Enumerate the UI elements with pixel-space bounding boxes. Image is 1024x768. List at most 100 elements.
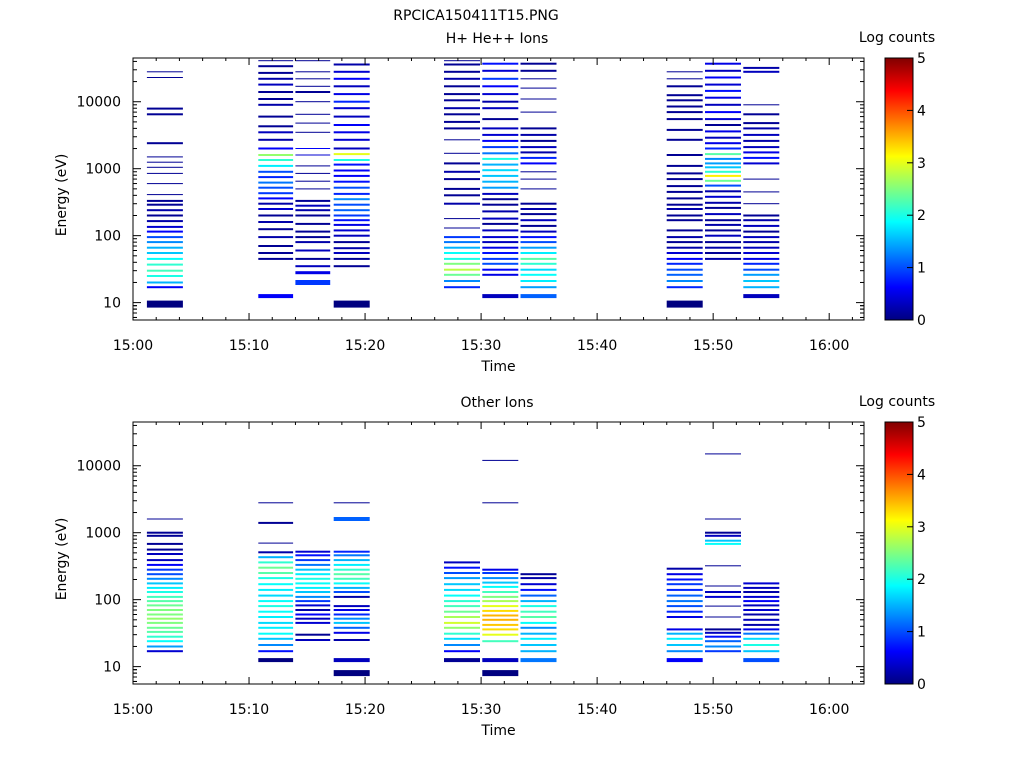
heatmap-cell xyxy=(705,111,741,114)
panel-title: H+ He++ Ions xyxy=(446,31,549,47)
heatmap-cell xyxy=(520,87,557,89)
heatmap-cell xyxy=(482,186,519,189)
colorbar-tick-label: 1 xyxy=(917,625,926,641)
heatmap-cell xyxy=(258,176,294,179)
heatmap-cell xyxy=(295,91,331,93)
heatmap-cell xyxy=(444,658,480,663)
heatmap-cell xyxy=(482,640,519,643)
heatmap-cell xyxy=(666,111,703,114)
heatmap-cell xyxy=(743,241,780,244)
heatmap-cell xyxy=(258,572,294,574)
heatmap-cell xyxy=(520,236,557,239)
heatmap-cell xyxy=(333,203,370,206)
heatmap-cell xyxy=(705,162,741,165)
x-axis-label: Time xyxy=(480,723,515,739)
heatmap-cell xyxy=(258,186,294,189)
heatmap-cell xyxy=(258,159,294,161)
heatmap-cell xyxy=(482,623,519,626)
heatmap-cell xyxy=(146,586,183,589)
heatmap-cell xyxy=(333,586,370,589)
heatmap-cell xyxy=(258,131,294,134)
heatmap-cell xyxy=(146,281,183,284)
colorbar-label: Log counts xyxy=(859,394,935,410)
heatmap-cell xyxy=(743,70,780,73)
heatmap-cell xyxy=(743,178,780,180)
heatmap-cell xyxy=(444,120,480,123)
heatmap-cell xyxy=(146,209,183,212)
heatmap-cell xyxy=(482,180,519,183)
heatmap-cell xyxy=(705,539,741,542)
heatmap-cell xyxy=(666,154,703,156)
heatmap-cell xyxy=(482,568,519,571)
heatmap-cell xyxy=(520,156,557,159)
heatmap-cell xyxy=(295,60,331,62)
heatmap-cell xyxy=(444,60,480,62)
heatmap-cell xyxy=(482,85,519,88)
heatmap-cell xyxy=(146,621,183,624)
heatmap-cell xyxy=(520,208,557,210)
heatmap-cell xyxy=(295,131,331,133)
heatmap-cell xyxy=(258,252,294,254)
heatmap-cell xyxy=(705,650,741,653)
heatmap-cell xyxy=(520,151,557,154)
heatmap-cell xyxy=(705,76,741,79)
heatmap-cell xyxy=(295,222,331,225)
heatmap-cell xyxy=(444,268,480,271)
x-tick-label: 15:00 xyxy=(113,702,153,718)
heatmap-cell xyxy=(258,60,294,62)
heatmap-cell xyxy=(705,62,741,65)
heatmap-cell xyxy=(295,165,331,167)
heatmap-cell xyxy=(666,78,703,80)
x-tick-label: 16:00 xyxy=(809,338,849,354)
heatmap-cell xyxy=(520,257,557,260)
heatmap-cell xyxy=(146,230,183,233)
heatmap-cell xyxy=(295,568,331,571)
colorbar-tick-label: 3 xyxy=(917,156,926,172)
heatmap-cell xyxy=(444,113,480,116)
heatmap-cell xyxy=(146,553,183,555)
y-axis-label: Energy (eV) xyxy=(54,518,70,601)
heatmap-cell xyxy=(666,573,703,576)
heatmap-cell xyxy=(666,280,703,282)
heatmap-cell xyxy=(146,77,183,78)
heatmap-cell xyxy=(743,262,780,265)
heatmap-cell xyxy=(146,166,183,168)
heatmap-cell xyxy=(705,223,741,226)
heatmap-cell xyxy=(482,605,519,608)
heatmap-cell xyxy=(258,125,294,128)
heatmap-cell xyxy=(666,600,703,603)
heatmap-cell xyxy=(743,191,780,193)
heatmap-cell xyxy=(520,577,557,580)
heatmap-cell xyxy=(520,111,557,113)
heatmap-cell xyxy=(743,628,780,631)
heatmap-cell xyxy=(295,209,331,212)
heatmap-cell xyxy=(295,180,331,182)
heatmap-cell xyxy=(705,179,741,182)
heatmap-cell xyxy=(666,594,703,597)
heatmap-cell xyxy=(666,190,703,193)
heatmap-cell xyxy=(146,534,183,537)
heatmap-cell xyxy=(705,96,741,99)
colorbar-tick-label: 3 xyxy=(917,520,926,536)
heatmap-cell xyxy=(333,85,370,88)
heatmap-cell xyxy=(482,609,519,612)
heatmap-cell xyxy=(482,236,519,239)
x-tick-label: 15:20 xyxy=(345,338,385,354)
heatmap-cell xyxy=(705,229,741,232)
heatmap-cell xyxy=(258,621,294,624)
heatmap-cell xyxy=(666,236,703,239)
heatmap-cell xyxy=(333,577,370,580)
heatmap-cell xyxy=(146,563,183,566)
heatmap-cell xyxy=(666,164,703,167)
heatmap-cell xyxy=(743,600,780,603)
heatmap-cell xyxy=(146,577,183,580)
heatmap-cell xyxy=(333,209,370,212)
heatmap-cell xyxy=(482,246,519,249)
heatmap-cell xyxy=(482,169,519,172)
heatmap-cell xyxy=(666,85,703,88)
heatmap-cell xyxy=(295,639,331,641)
heatmap-cell xyxy=(705,518,741,520)
heatmap-cell xyxy=(482,241,519,244)
heatmap-cell xyxy=(444,626,480,629)
heatmap-cell xyxy=(743,623,780,626)
